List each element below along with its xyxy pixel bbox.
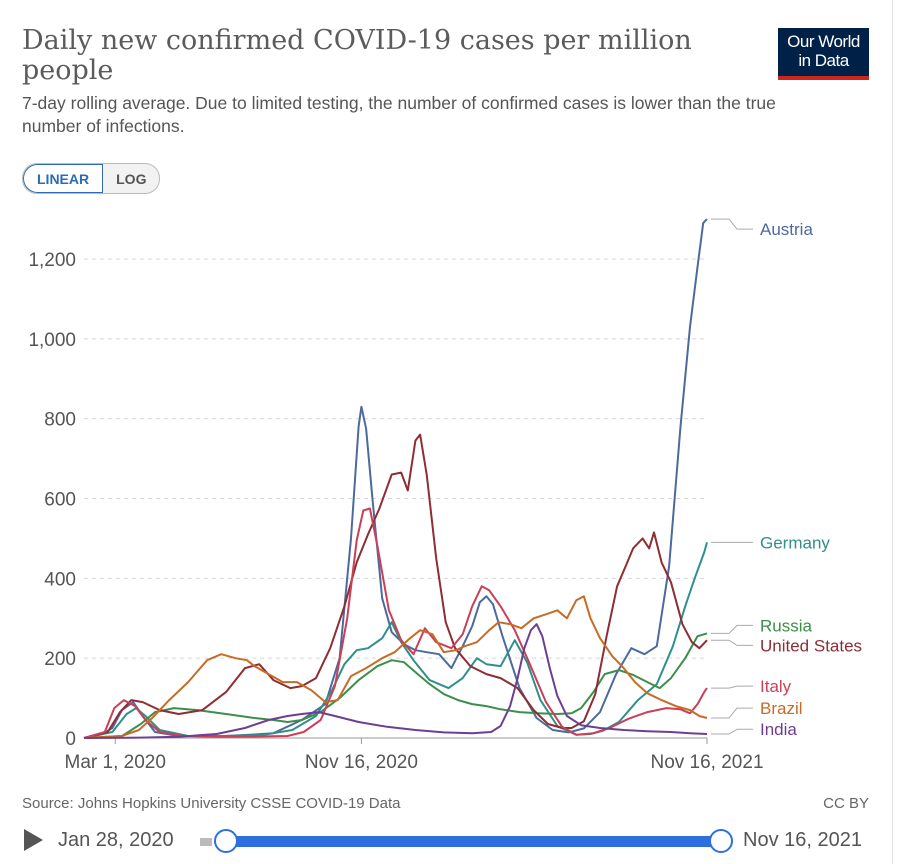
source-note: Source: Johns Hopkins University CSSE CO… xyxy=(22,795,401,812)
license-link[interactable]: CC BY xyxy=(823,795,869,812)
series-end-label: Austria xyxy=(760,220,813,239)
series-line-united-states xyxy=(83,433,708,739)
logo-bar xyxy=(778,76,869,80)
series-end-label: United States xyxy=(760,636,862,655)
series-line-russia xyxy=(83,632,708,739)
timeline-end-handle[interactable] xyxy=(709,829,733,853)
series-end-label: Brazil xyxy=(760,699,803,718)
end-label-connector xyxy=(711,728,753,735)
y-tick-label: 1,000 xyxy=(28,330,76,351)
scale-toggle: LINEAR LOG xyxy=(22,163,161,194)
end-label-connector xyxy=(711,707,753,719)
series-end-label: Germany xyxy=(760,533,830,552)
chart-subtitle: 7-day rolling average. Due to limited te… xyxy=(22,93,776,136)
y-tick-label: 800 xyxy=(44,410,76,431)
y-tick-label: 200 xyxy=(44,649,76,670)
owid-logo[interactable]: Our World in Data xyxy=(778,28,869,80)
series-end-label: Russia xyxy=(760,616,813,635)
end-label-connector xyxy=(711,639,753,646)
timeline-selected-range[interactable] xyxy=(224,836,719,847)
timeline-start-date: Jan 28, 2020 xyxy=(58,829,174,851)
y-tick-label: 400 xyxy=(44,569,76,590)
timeline-end-date: Nov 16, 2021 xyxy=(743,829,862,851)
y-tick-label: 0 xyxy=(65,729,76,750)
series-line-brazil xyxy=(83,595,708,739)
line-chart: 0 200 400 600 800 1,000 1,200 Mar 1, 2020 Nov 16… xyxy=(28,218,862,773)
series-end-label: India xyxy=(760,720,797,739)
y-tick-label: 1,200 xyxy=(28,250,76,271)
logo-line-2: in Data xyxy=(798,51,849,70)
x-tick-label: Nov 16, 2021 xyxy=(650,752,763,773)
series-line-india xyxy=(83,623,708,739)
page-title: Daily new confirmed COVID-19 cases per m… xyxy=(22,25,692,86)
series-end-label: Italy xyxy=(760,677,792,696)
play-icon[interactable] xyxy=(24,829,43,851)
timeline-track[interactable] xyxy=(200,838,212,846)
end-label-connector xyxy=(711,685,753,689)
end-label-connector xyxy=(711,218,753,230)
linear-scale-button[interactable]: LINEAR xyxy=(23,164,104,193)
logo-line-1: Our World xyxy=(787,32,860,51)
x-tick-label: Mar 1, 2020 xyxy=(65,752,166,773)
log-scale-button[interactable]: LOG xyxy=(103,164,159,193)
end-label-connector xyxy=(711,624,753,634)
x-tick-label: Nov 16, 2020 xyxy=(305,752,418,773)
timeline-start-handle[interactable] xyxy=(214,829,238,853)
series-line-italy xyxy=(83,507,708,739)
y-tick-label: 600 xyxy=(44,490,76,511)
